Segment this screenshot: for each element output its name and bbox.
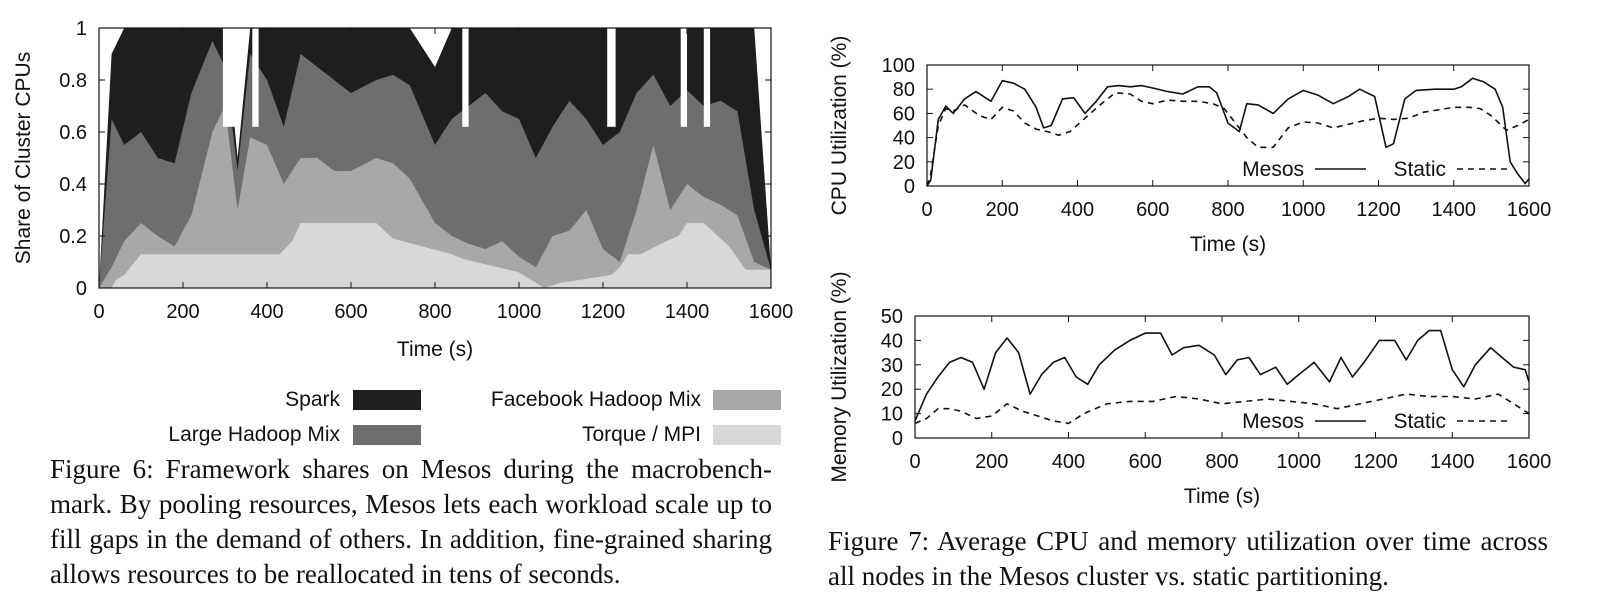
idle-gap — [607, 28, 616, 127]
y-tick-label: 30 — [881, 355, 903, 377]
y-tick-label: 20 — [893, 152, 915, 174]
stacked-areas — [99, 28, 771, 288]
x-tick-label: 0 — [93, 301, 104, 323]
series-lines — [914, 329, 1530, 425]
y-tick-label: 0.4 — [59, 174, 87, 196]
legend-swatch — [713, 390, 781, 410]
x-tick-label: 1600 — [1507, 451, 1552, 473]
legend-label: Mesos — [1242, 158, 1304, 181]
x-tick-label: 200 — [166, 301, 199, 323]
axis-ticks: 0 200 400 600 800 1000 1200 1400 1600 0 0.2 0.4 0.6 0… — [59, 18, 793, 323]
x-tick-label: 400 — [250, 301, 283, 323]
y-tick-label: 0 — [892, 428, 903, 450]
x-tick-label: 800 — [418, 301, 451, 323]
legend-label: Torque / MPI — [582, 423, 701, 446]
series-line-mesos — [926, 77, 1530, 187]
x-tick-label: 800 — [1205, 451, 1238, 473]
legend-label: Static — [1393, 410, 1446, 433]
series-line-static — [926, 92, 1530, 187]
x-axis-label: Time (s) — [397, 338, 473, 361]
y-tick-label: 100 — [882, 55, 915, 77]
x-tick-label: 1000 — [1281, 199, 1326, 221]
y-tick-label: 60 — [893, 103, 915, 125]
cpu-utilization-chart: 0 200 400 600 800 1000 1200 1400 160002040608010… — [828, 36, 1551, 256]
x-tick-label: 600 — [334, 301, 367, 323]
axis-ticks: 0 200 400 600 800 1000 1200 1400 160002040608010… — [882, 55, 1552, 221]
y-tick-label: 0.2 — [59, 226, 87, 248]
legend-label: Mesos — [1242, 410, 1304, 433]
x-tick-label: 200 — [975, 451, 1008, 473]
x-tick-label: 1200 — [1356, 199, 1401, 221]
idle-gap — [252, 28, 259, 127]
x-tick-label: 1600 — [1507, 199, 1552, 221]
x-tick-label: 1400 — [1432, 199, 1477, 221]
y-axis-label: Memory Utilization (%) — [828, 271, 851, 482]
y-axis-label: CPU Utilization (%) — [828, 36, 851, 216]
x-tick-label: 1400 — [1430, 451, 1475, 473]
framework-share-chart: 0 200 400 600 800 1000 1200 1400 1600 0 0.2 0.4 0.6 0… — [12, 18, 793, 446]
legend-label: Large Hadoop Mix — [168, 423, 340, 446]
legend: Mesos Static — [1242, 158, 1508, 181]
y-tick-label: 10 — [881, 404, 903, 426]
x-axis-label: Time (s) — [1184, 485, 1260, 508]
series-lines — [926, 77, 1530, 187]
idle-gap — [703, 28, 711, 127]
x-tick-label: 1600 — [749, 301, 794, 323]
y-tick-label: 0.8 — [59, 70, 87, 92]
legend-swatch — [353, 425, 421, 445]
idle-gap — [222, 28, 238, 127]
y-tick-label: 0 — [904, 176, 915, 198]
x-tick-label: 0 — [909, 451, 920, 473]
series-line-mesos — [914, 329, 1530, 422]
x-tick-label: 600 — [1136, 199, 1169, 221]
figure-7-caption: Figure 7: Average CPU and memory utiliza… — [828, 526, 1548, 591]
idle-gap — [680, 28, 687, 127]
idle-gap — [462, 28, 469, 127]
legend-label: Static — [1393, 158, 1446, 181]
x-tick-label: 1200 — [1353, 451, 1398, 473]
y-tick-label: 50 — [881, 306, 903, 328]
x-tick-label: 1200 — [581, 301, 626, 323]
x-tick-label: 200 — [986, 199, 1019, 221]
x-tick-label: 400 — [1061, 199, 1094, 221]
legend-label: Facebook Hadoop Mix — [491, 388, 702, 411]
legend-label: Spark — [285, 388, 340, 411]
y-tick-label: 0 — [76, 278, 87, 300]
y-axis-label: Share of Cluster CPUs — [12, 52, 35, 264]
y-tick-label: 20 — [881, 379, 903, 401]
x-tick-label: 0 — [921, 199, 932, 221]
x-axis-label: Time (s) — [1190, 233, 1266, 256]
figure-6-caption: Figure 6: Framework shares on Mesos duri… — [50, 454, 772, 589]
legend: Spark Facebook Hadoop Mix Large Hadoop Mix… — [168, 388, 781, 446]
x-tick-label: 800 — [1211, 199, 1244, 221]
x-tick-label: 1000 — [1277, 451, 1322, 473]
legend-swatch — [713, 425, 781, 445]
legend: Mesos Static — [1242, 410, 1508, 433]
y-tick-label: 40 — [881, 330, 903, 352]
x-tick-label: 1000 — [497, 301, 542, 323]
y-tick-label: 1 — [76, 18, 87, 40]
memory-utilization-chart: 0 200 400 600 800 1000 1200 1400 160001020304050… — [828, 271, 1551, 508]
area-facebook-hadoop-mix — [99, 106, 771, 288]
x-tick-label: 1400 — [665, 301, 710, 323]
legend-swatch — [353, 390, 421, 410]
x-tick-label: 400 — [1052, 451, 1085, 473]
y-tick-label: 40 — [893, 128, 915, 150]
y-tick-label: 80 — [893, 79, 915, 101]
area-torque-mpi — [99, 223, 771, 288]
y-tick-label: 0.6 — [59, 122, 87, 144]
x-tick-label: 600 — [1129, 451, 1162, 473]
